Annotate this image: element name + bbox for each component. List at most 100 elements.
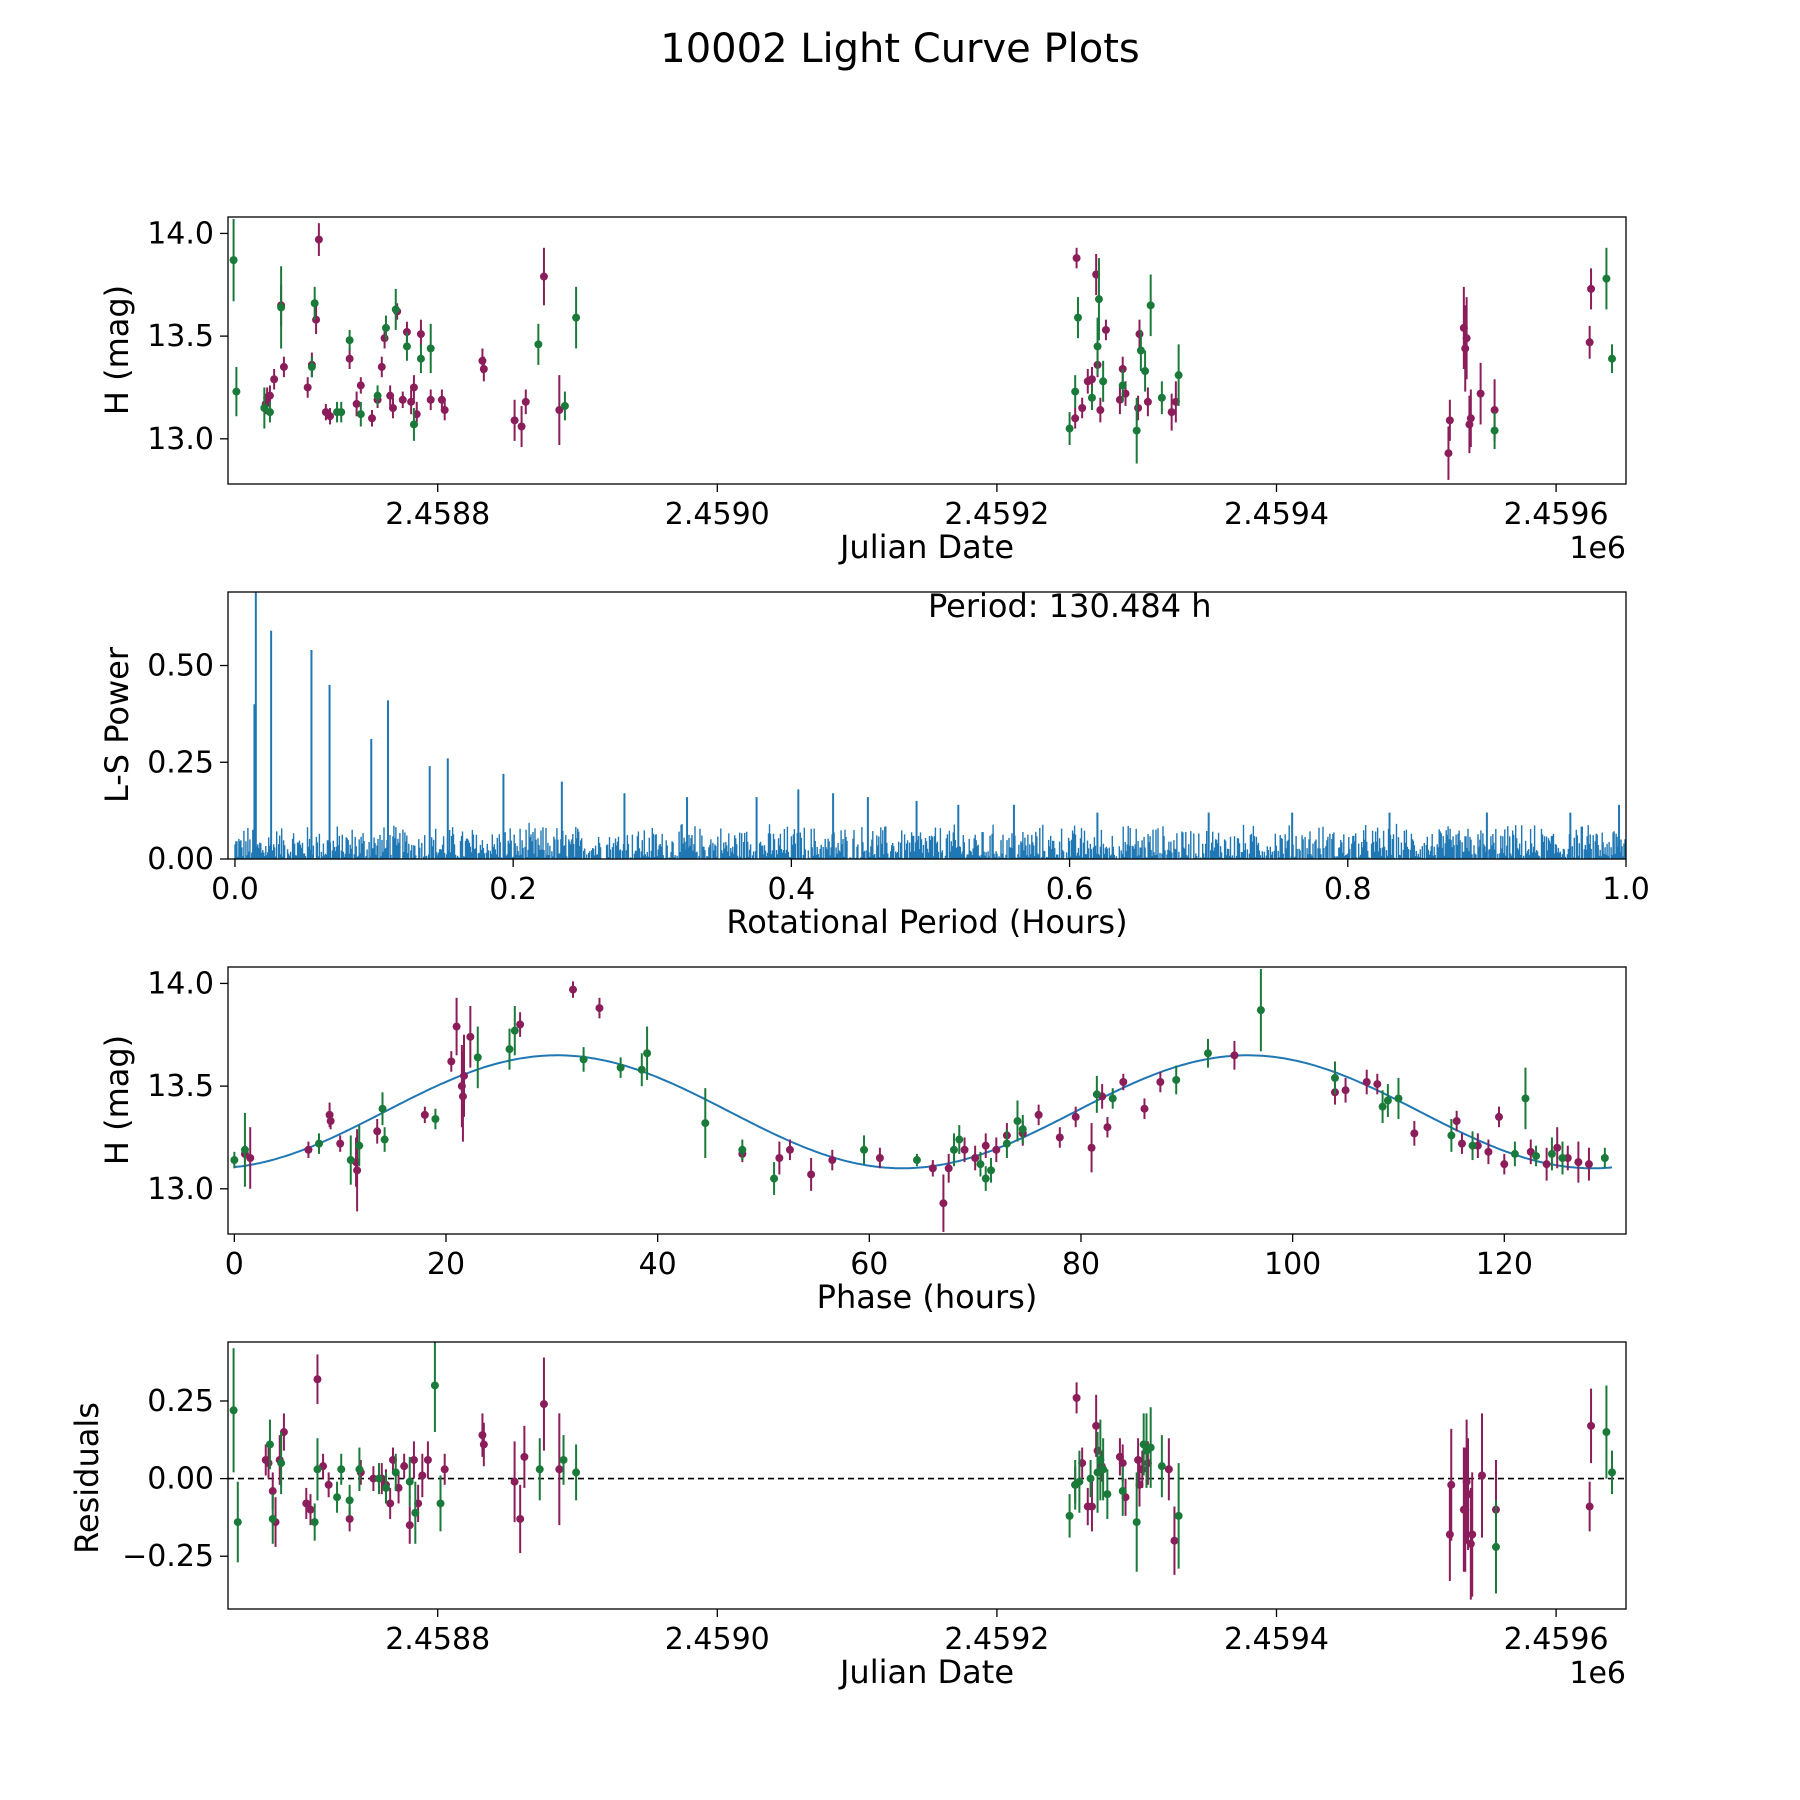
x-tick-label: 2.4588: [385, 497, 490, 532]
data-point: [337, 408, 346, 417]
data-point: [1383, 1096, 1392, 1105]
data-point: [356, 410, 365, 419]
data-point: [1602, 1428, 1611, 1437]
data-point: [1096, 406, 1105, 415]
data-point: [785, 1145, 794, 1154]
data-point: [1134, 1455, 1143, 1464]
data-point: [912, 1156, 921, 1165]
data-point: [373, 1127, 382, 1136]
data-point: [260, 404, 269, 413]
data-point: [1447, 1131, 1456, 1140]
data-point: [637, 1065, 646, 1074]
lightcurve-xlabel: Julian Date: [838, 528, 1014, 566]
data-point: [1167, 408, 1176, 417]
data-point: [268, 1514, 277, 1523]
residuals-offset-label: 1e6: [1569, 1656, 1626, 1691]
x-tick-label: 80: [1062, 1247, 1100, 1282]
data-point: [595, 1004, 604, 1013]
data-point: [1108, 1094, 1117, 1103]
data-point: [1466, 414, 1475, 423]
data-point: [560, 401, 569, 410]
data-point: [1132, 1518, 1141, 1527]
data-point: [1584, 1160, 1593, 1169]
lightcurve-series-b: [229, 219, 1617, 464]
data-point: [326, 1117, 335, 1126]
data-point: [265, 391, 274, 400]
y-tick-label: 13.5: [147, 1069, 214, 1104]
data-point: [807, 1170, 816, 1179]
data-point: [1608, 354, 1617, 363]
data-point: [981, 1141, 990, 1150]
data-point: [355, 1141, 364, 1150]
data-point: [356, 381, 365, 390]
residuals-xlabel: Julian Date: [838, 1653, 1014, 1691]
data-point: [1055, 1133, 1064, 1142]
data-point: [1101, 325, 1110, 334]
data-point: [521, 397, 530, 406]
data-point: [430, 1381, 439, 1390]
x-tick-label: 2.4594: [1224, 497, 1329, 532]
data-point: [277, 1459, 286, 1468]
phase-frame: [227, 966, 1627, 1235]
y-tick-label: 13.0: [147, 422, 214, 457]
data-point: [333, 1493, 342, 1502]
data-point: [1138, 1465, 1147, 1474]
data-point: [505, 1045, 514, 1054]
data-point: [738, 1145, 747, 1154]
data-point: [229, 1406, 238, 1415]
data-point: [939, 1199, 948, 1208]
data-point: [386, 391, 395, 400]
data-point: [303, 383, 312, 392]
lightcurve-offset-label: 1e6: [1569, 531, 1626, 566]
data-point: [1445, 1530, 1454, 1539]
data-point: [1065, 1511, 1074, 1520]
data-point: [1462, 334, 1471, 343]
data-point: [1495, 1112, 1504, 1121]
data-point: [643, 1049, 652, 1058]
data-point: [775, 1154, 784, 1163]
periodogram-xlabel: Rotational Period (Hours): [726, 903, 1127, 941]
data-point: [479, 364, 488, 373]
data-point: [516, 1514, 525, 1523]
data-point: [307, 362, 316, 371]
data-point: [1574, 1158, 1583, 1167]
data-point: [1103, 1123, 1112, 1132]
data-point: [315, 1139, 324, 1148]
data-point: [1203, 1049, 1212, 1058]
data-point: [616, 1063, 625, 1072]
data-point: [992, 1145, 1001, 1154]
data-point: [1141, 367, 1150, 376]
data-point: [1132, 426, 1141, 435]
y-tick-label: −0.25: [122, 1539, 214, 1574]
figure-title: 10002 Light Curve Plots: [660, 26, 1139, 72]
data-point: [976, 1160, 985, 1169]
x-tick-label: 40: [639, 1247, 677, 1282]
residuals-series-a: [261, 1354, 1596, 1600]
period-annotation: Period: 130.484 h: [928, 587, 1212, 625]
data-point: [1072, 1393, 1081, 1402]
data-point: [1136, 346, 1145, 355]
data-point: [1410, 1129, 1419, 1138]
data-point: [1156, 1078, 1165, 1087]
data-point: [1157, 393, 1166, 402]
y-tick-label: 0.00: [147, 1462, 214, 1497]
data-point: [313, 1375, 322, 1384]
data-point: [1174, 1511, 1183, 1520]
data-point: [555, 406, 564, 415]
x-tick-label: 0.4: [768, 872, 816, 907]
lightcurve-plot-area: [229, 219, 1617, 480]
data-point: [1378, 1102, 1387, 1111]
lightcurve-frame: [227, 216, 1627, 485]
data-point: [1362, 1078, 1371, 1087]
data-point: [1457, 1139, 1466, 1148]
data-point: [1461, 344, 1470, 353]
data-point: [326, 412, 335, 421]
x-tick-label: 2.4596: [1504, 1622, 1609, 1657]
data-point: [373, 391, 382, 400]
data-point: [398, 395, 407, 404]
data-point: [1444, 449, 1453, 458]
data-point: [313, 1465, 322, 1474]
data-point: [1071, 1112, 1080, 1121]
data-point: [1445, 416, 1454, 425]
